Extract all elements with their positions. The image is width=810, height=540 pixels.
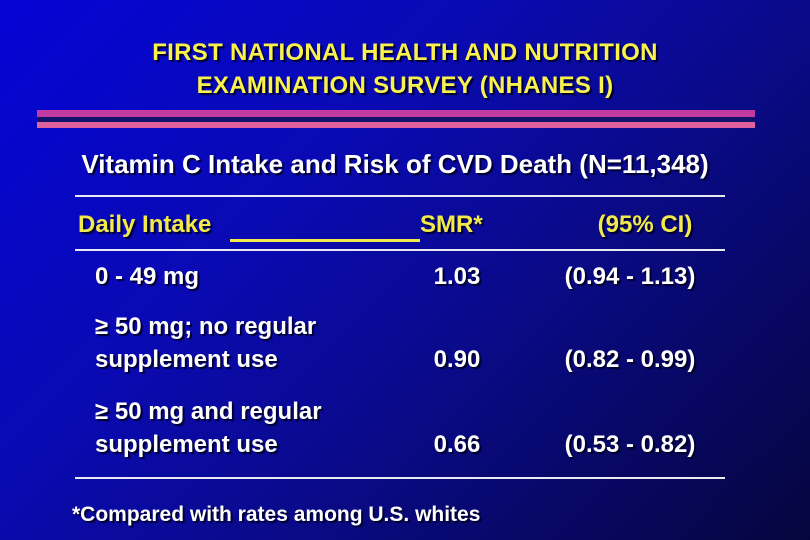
table-row-2-smr: 0.90 bbox=[433, 346, 481, 373]
table-rule-header-bottom bbox=[75, 249, 725, 251]
table-row-3-ci: (0.53 - 0.82) bbox=[564, 431, 696, 458]
table-row-2-ci: (0.82 - 0.99) bbox=[564, 346, 696, 373]
table-row-1-intake: 0 - 49 mg bbox=[95, 263, 200, 290]
slide-title: FIRST NATIONAL HEALTH AND NUTRITION EXAM… bbox=[0, 36, 810, 102]
slide-footnote: *Compared with rates among U.S. whites bbox=[72, 503, 481, 526]
slide-title-line-2: EXAMINATION SURVEY (NHANES I) bbox=[196, 72, 614, 99]
table-row-2-intake: ≥ 50 mg; no regular supplement use bbox=[95, 313, 317, 373]
title-divider bbox=[37, 110, 755, 128]
divider-bar-magenta bbox=[37, 110, 755, 117]
slide-subtitle: Vitamin C Intake and Risk of CVD Death (… bbox=[81, 149, 709, 179]
table-row-1-smr: 1.03 bbox=[433, 263, 481, 290]
table-rule-top bbox=[75, 195, 725, 197]
divider-gap bbox=[37, 117, 755, 122]
table-row-1-ci: (0.94 - 1.13) bbox=[564, 263, 696, 290]
table-rule-bottom bbox=[75, 477, 725, 479]
table-header-ci: (95% CI) bbox=[597, 211, 693, 238]
table-row-3-smr: 0.66 bbox=[433, 431, 481, 458]
header-underscore-line bbox=[230, 239, 420, 242]
slide-title-line-1: FIRST NATIONAL HEALTH AND NUTRITION bbox=[152, 39, 658, 66]
divider-bar-pink bbox=[37, 122, 755, 128]
table-header-daily-intake: Daily Intake bbox=[78, 211, 212, 238]
table-header-smr: SMR* bbox=[420, 211, 483, 238]
table-row-3-intake: ≥ 50 mg and regular supplement use bbox=[95, 398, 322, 458]
